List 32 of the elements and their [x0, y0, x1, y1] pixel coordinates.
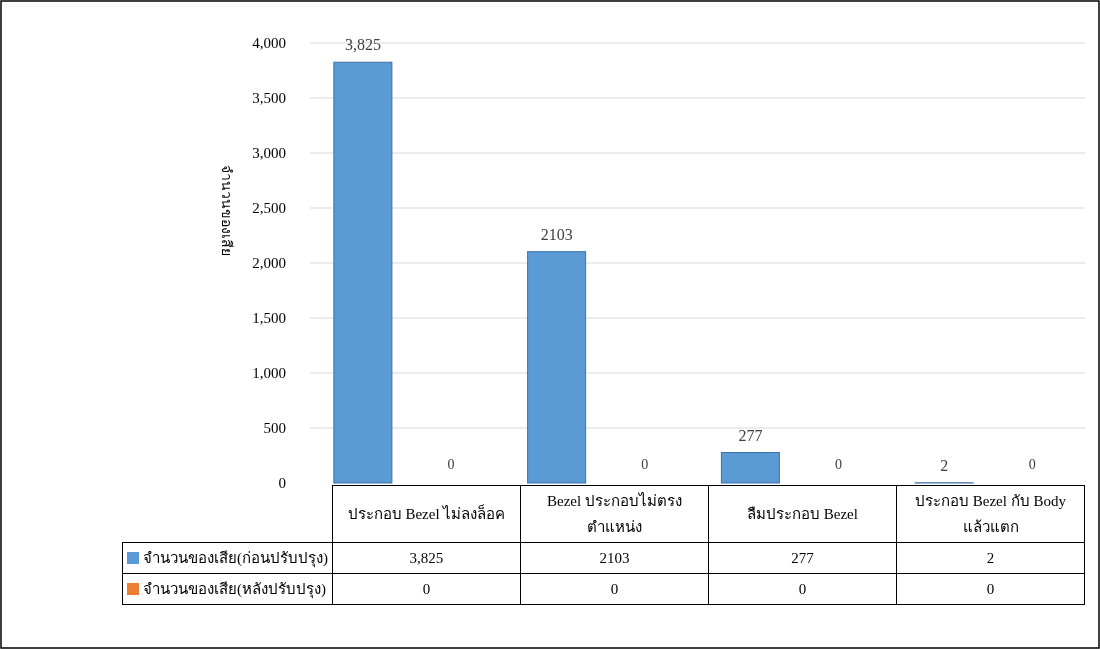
data-label: 0 [708, 573, 897, 605]
legend-label: จำนวนของเสีย(ก่อนปรับปรุง) [122, 542, 333, 574]
text: 3,825 [344, 36, 381, 54]
legend-label: จำนวนของเสีย(หลังปรับปรุง) [122, 573, 333, 605]
data-label: 277 [708, 542, 897, 574]
y-tick-label: 1,000 [252, 365, 286, 381]
y-tick-label: 3,000 [252, 145, 286, 161]
y-tick-label: 1,500 [252, 310, 286, 326]
y-tick-label: 500 [263, 420, 286, 436]
x-tick-label: Bezel ประกอบไม่ตรงตำแหน่ง [520, 485, 709, 543]
text: 0 [641, 457, 649, 472]
y-tick-label: 3,500 [252, 90, 286, 106]
data-label: 3,825 [332, 542, 521, 574]
text: 0 [447, 457, 455, 472]
data-label: 2103 [520, 542, 709, 574]
text: 0 [1028, 457, 1036, 472]
data-label: 0 [896, 573, 1085, 605]
x-tick-label: ลืมประกอบ Bezel [708, 485, 897, 543]
text: 2 [940, 456, 949, 474]
y-tick-label: 2,500 [252, 200, 286, 216]
data-label: 2 [896, 542, 1085, 574]
data-label: 0 [520, 573, 709, 605]
y-tick-label: 2,000 [252, 255, 286, 271]
y-tick-label: 4,000 [252, 35, 286, 51]
text: 0 [834, 457, 842, 472]
x-tick-label: ประกอบ Bezel กับ Body แล้วแตก [896, 485, 1085, 543]
text: 2103 [540, 225, 573, 243]
data-label: 0 [332, 573, 521, 605]
y-axis-title: จำนวนของเสีย [219, 164, 234, 256]
text: 277 [738, 426, 763, 444]
x-tick-label: ประกอบ Bezel ไม่ลงล็อค [332, 485, 521, 543]
y-tick-label: 0 [278, 475, 286, 491]
